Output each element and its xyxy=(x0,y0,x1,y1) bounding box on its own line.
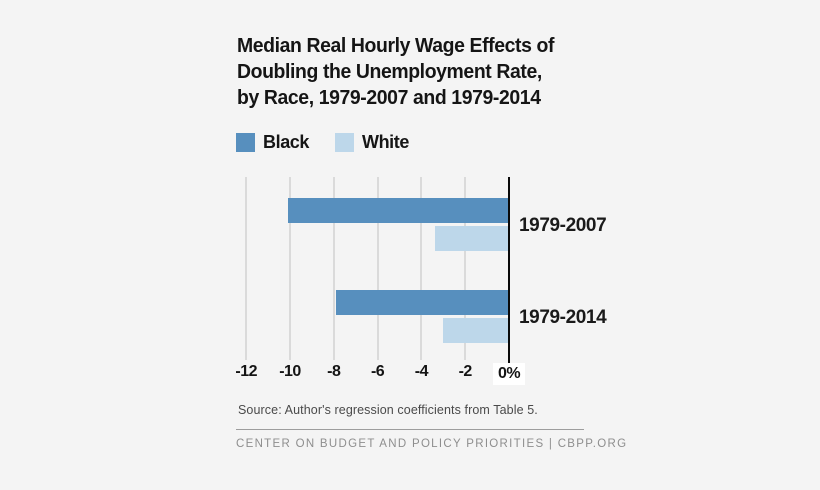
x-tick-label: -6 xyxy=(370,363,385,380)
legend-label: Black xyxy=(263,132,310,152)
zero-axis-line xyxy=(508,177,510,363)
legend-item-black: Black xyxy=(236,132,309,153)
chart-title-line-1: Median Real Hourly Wage Effects of xyxy=(237,35,555,57)
gridline xyxy=(376,177,379,360)
bar-black-1979-2007 xyxy=(287,198,508,223)
bar-black-1979-2014 xyxy=(335,290,508,315)
bar-white-1979-2014 xyxy=(443,318,508,343)
bar-white-1979-2007 xyxy=(434,226,508,251)
legend-swatch xyxy=(236,133,255,152)
legend-swatch xyxy=(335,133,354,152)
legend-item-white: White xyxy=(335,132,409,153)
bar-chart-plot-area: -12 -10 -8 -6 -4 -2 0% 1979-2007 1979-2014 xyxy=(226,177,607,392)
category-label: 1979-2014 xyxy=(519,306,607,328)
x-tick-label: -2 xyxy=(458,363,473,380)
x-tick-label: -4 xyxy=(414,363,429,380)
gridline xyxy=(245,177,248,360)
chart-title: Median Real Hourly Wage Effects of Doubl… xyxy=(237,33,625,111)
chart-title-line-2: Doubling the Unemployment Rate, xyxy=(237,61,542,83)
x-tick-label: 0% xyxy=(485,363,533,385)
x-tick-label: -8 xyxy=(327,363,341,380)
category-label: 1979-2007 xyxy=(519,214,607,236)
gridline xyxy=(464,177,467,360)
legend-label: White xyxy=(362,132,409,152)
x-tick-label: -10 xyxy=(279,363,301,380)
zero-tick-chip: 0% xyxy=(492,363,526,385)
chart-title-line-3: by Race, 1979-2007 and 1979-2014 xyxy=(237,87,541,109)
gridline xyxy=(332,177,335,360)
gridline xyxy=(420,177,423,360)
gridline xyxy=(289,177,291,360)
x-tick-label: -12 xyxy=(235,363,258,380)
footer-divider xyxy=(236,429,584,430)
footer-attribution: CENTER ON BUDGET AND POLICY PRIORITIES |… xyxy=(236,438,628,450)
source-note: Source: Author's regression coefficients… xyxy=(238,403,538,417)
